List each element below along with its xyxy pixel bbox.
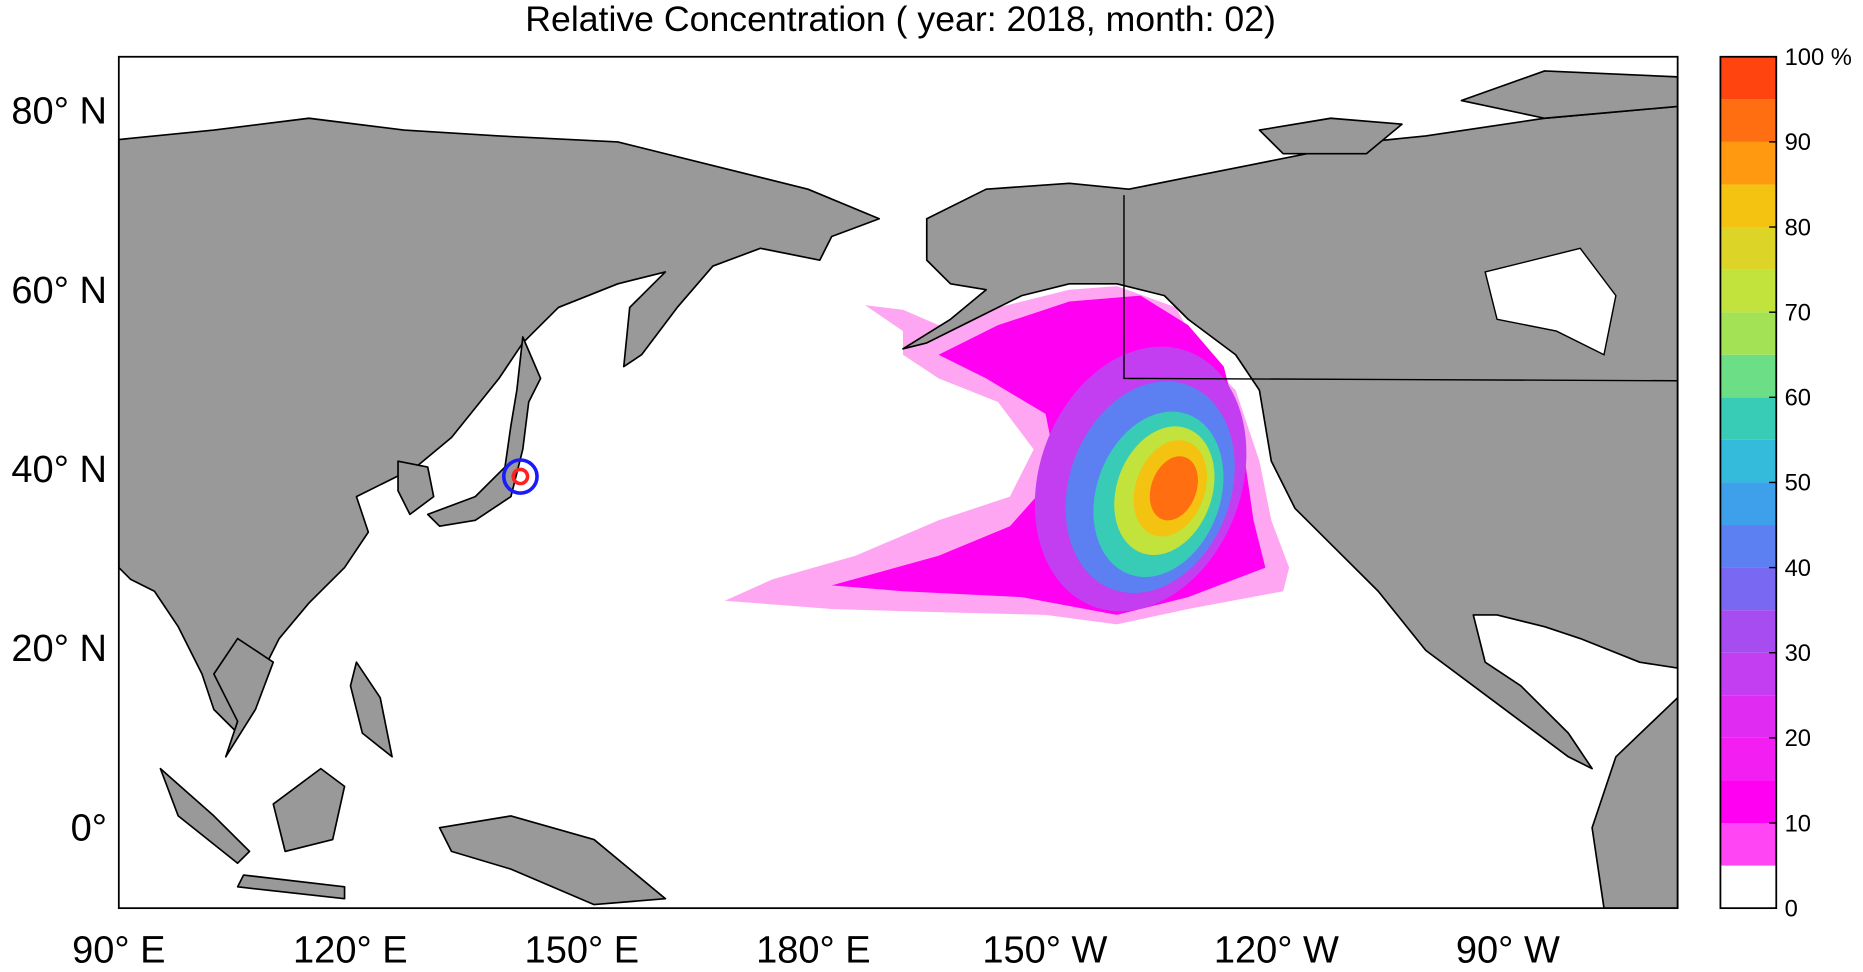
colorbar-segment xyxy=(1720,397,1777,440)
x-tick-label: 150° W xyxy=(982,930,1107,972)
colorbar-tick-label: 20 xyxy=(1785,726,1811,752)
chart-title: Relative Concentration ( year: 2018, mon… xyxy=(525,0,1276,39)
plume-contour xyxy=(1149,456,1198,521)
colorbar-segment xyxy=(1720,56,1777,100)
colorbar-segment xyxy=(1720,737,1777,781)
colorbar-tick-label: 70 xyxy=(1785,301,1811,327)
canada-islands xyxy=(1258,117,1403,155)
map-frame xyxy=(117,55,1679,910)
colorbar-tick-label: 80 xyxy=(1785,215,1811,241)
colorbar-segment xyxy=(1720,439,1777,483)
x-tick-label: 180° E xyxy=(756,930,871,972)
y-tick-label: 0° xyxy=(71,808,107,850)
colorbar: 0 10 20 30 40 50 60 70 80 90 100 % xyxy=(1719,45,1852,922)
colorbar-segment xyxy=(1720,525,1777,568)
colorbar-segment xyxy=(1720,312,1777,355)
source-marker-inner xyxy=(511,467,530,486)
colorbar-tick-label: 10 xyxy=(1785,811,1811,837)
colorbar-segment xyxy=(1720,482,1777,526)
colorbar-tick-label: 60 xyxy=(1785,386,1811,412)
hudson-bay xyxy=(1484,247,1617,356)
colorbar-segment xyxy=(1720,269,1777,313)
colorbar-segment xyxy=(1720,780,1777,824)
x-tick-label: 90° W xyxy=(1456,930,1560,972)
source-marker-outer xyxy=(501,458,539,495)
land xyxy=(117,70,1679,909)
colorbar-segment xyxy=(1720,567,1777,611)
colorbar-segment xyxy=(1720,99,1777,142)
y-tick-label: 40° N xyxy=(11,449,107,491)
colorbar-segment xyxy=(1720,227,1777,270)
colorbar-tick-label: 40 xyxy=(1785,556,1811,582)
colorbar-segment xyxy=(1720,823,1777,866)
colorbar-segment xyxy=(1720,652,1777,696)
x-tick-label: 120° E xyxy=(293,930,408,972)
indochina xyxy=(213,637,275,758)
y-tick-label: 80° N xyxy=(11,91,107,133)
colorbar-segment xyxy=(1720,354,1777,398)
x-tick-label: 150° E xyxy=(525,930,640,972)
x-tick-label: 120° W xyxy=(1214,930,1339,972)
x-tick-label: 90° E xyxy=(72,930,165,972)
colorbar-segment xyxy=(1720,695,1777,738)
colorbar-tick-label: 90 xyxy=(1785,130,1811,156)
colorbar-segment xyxy=(1720,865,1777,909)
sumatra xyxy=(159,767,251,865)
new-guinea xyxy=(438,815,667,906)
borneo xyxy=(272,767,346,853)
y-tick-label: 20° N xyxy=(11,628,107,670)
colorbar-segment xyxy=(1720,141,1777,185)
colorbar-segment xyxy=(1720,184,1777,228)
philippines xyxy=(349,661,393,758)
axes-box xyxy=(117,55,1679,910)
colorbar-tick-label: 100 % xyxy=(1785,45,1852,71)
colorbar-segment xyxy=(1720,610,1777,653)
korea xyxy=(397,460,435,516)
plume xyxy=(724,286,1290,625)
colorbar-tick-label: 30 xyxy=(1785,641,1811,667)
colorbar-tick-label: 0 xyxy=(1785,896,1798,922)
java xyxy=(236,874,346,900)
border xyxy=(1123,195,1678,382)
colorbar-tick-label: 50 xyxy=(1785,471,1811,497)
y-tick-label: 60° N xyxy=(11,270,107,312)
